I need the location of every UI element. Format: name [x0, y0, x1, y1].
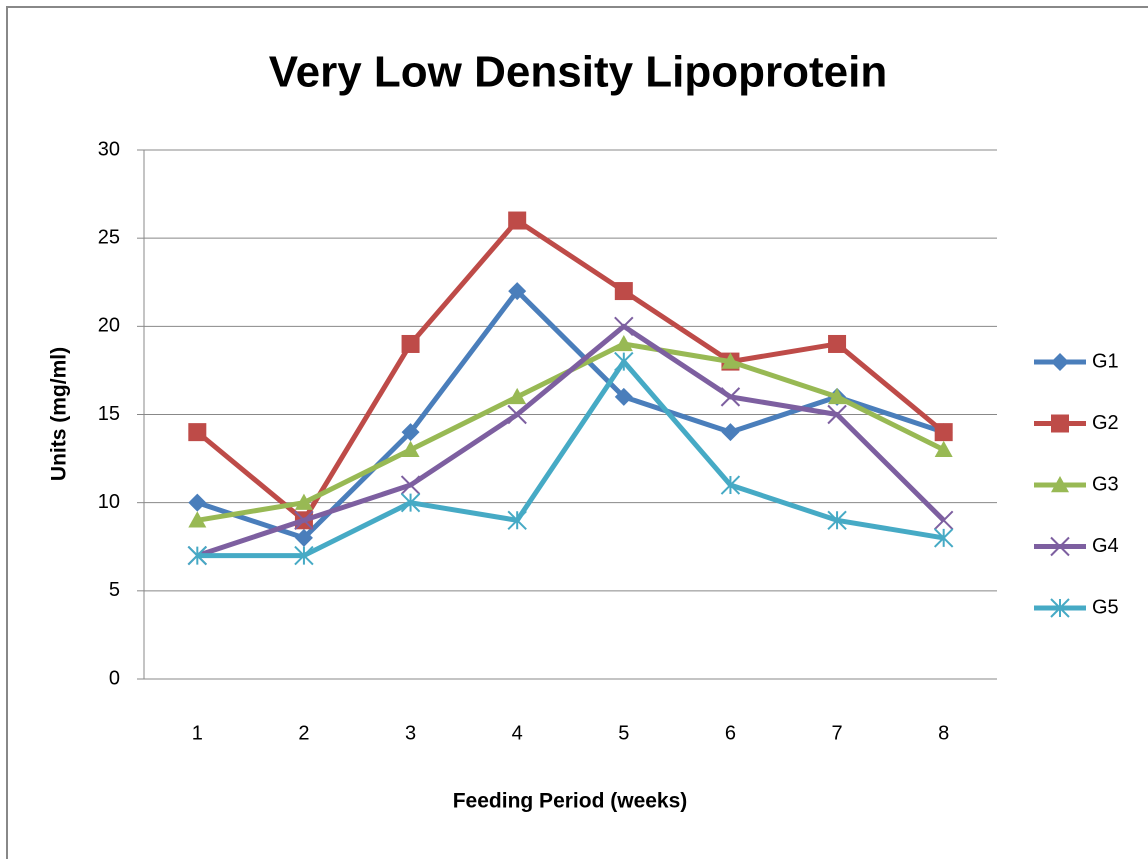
x-tick-label: 8: [938, 722, 949, 744]
data-point: [507, 510, 527, 531]
data-point: [508, 387, 527, 405]
data-point: [188, 423, 207, 442]
data-point: [721, 352, 740, 369]
legend-label: G5: [1092, 596, 1119, 618]
legend-label: G3: [1092, 473, 1119, 495]
data-point: [934, 440, 953, 457]
legend-label: G2: [1092, 412, 1119, 434]
y-tick-label: 25: [98, 226, 120, 248]
data-point: [401, 423, 420, 442]
legend-marker: [1050, 598, 1070, 618]
data-point: [614, 334, 633, 352]
data-point: [401, 440, 420, 457]
series-line: [196, 323, 946, 558]
data-point: [934, 423, 953, 442]
data-point: [828, 387, 847, 405]
data-point: [720, 387, 741, 407]
data-point: [507, 404, 527, 425]
y-tick-label: 10: [98, 491, 120, 513]
y-tick-label: 15: [98, 403, 120, 425]
data-point: [508, 211, 527, 230]
y-tick-label: 20: [98, 315, 120, 337]
data-point: [933, 528, 954, 548]
legend-label: G1: [1092, 350, 1119, 372]
y-tick-label: 0: [109, 667, 120, 689]
data-point: [828, 334, 847, 353]
series-line: [195, 218, 946, 523]
data-point: [400, 492, 421, 513]
chart-title: Very Low Density Lipoprotein: [269, 48, 888, 97]
data-point: [187, 545, 208, 566]
series-line: [196, 288, 945, 541]
y-tick-label: 30: [98, 138, 120, 160]
x-axis-label: Feeding Period (weeks): [453, 790, 688, 813]
legend-marker: [1051, 476, 1069, 493]
x-tick-label: 3: [405, 722, 416, 744]
data-point: [294, 545, 314, 566]
legend-marker: [1051, 353, 1069, 371]
data-point: [614, 351, 634, 372]
data-point: [721, 423, 740, 442]
x-tick-label: 2: [298, 722, 309, 744]
data-point: [188, 493, 207, 512]
legend-label: G4: [1092, 535, 1119, 557]
x-tick-label: 6: [725, 722, 736, 744]
data-point: [401, 334, 420, 353]
x-tick-label: 1: [192, 722, 203, 744]
x-tick-label: 7: [832, 722, 843, 744]
data-point: [614, 387, 633, 406]
x-tick-label: 5: [618, 722, 629, 744]
data-point: [933, 510, 954, 531]
legend-marker: [1050, 536, 1070, 557]
data-point: [294, 510, 314, 531]
data-point: [720, 475, 741, 495]
x-tick-label: 4: [512, 722, 523, 744]
y-tick-label: 5: [109, 579, 120, 601]
data-point: [400, 475, 421, 495]
data-point: [827, 510, 847, 531]
data-point: [294, 493, 313, 510]
data-point: [614, 282, 633, 301]
series-line: [197, 359, 945, 559]
data-point: [508, 282, 527, 301]
data-point: [188, 511, 207, 528]
data-point: [827, 404, 847, 425]
legend-marker: [1051, 414, 1069, 433]
y-axis-label: Units (mg/ml): [48, 347, 71, 481]
data-point: [294, 528, 313, 547]
data-point: [614, 316, 634, 337]
